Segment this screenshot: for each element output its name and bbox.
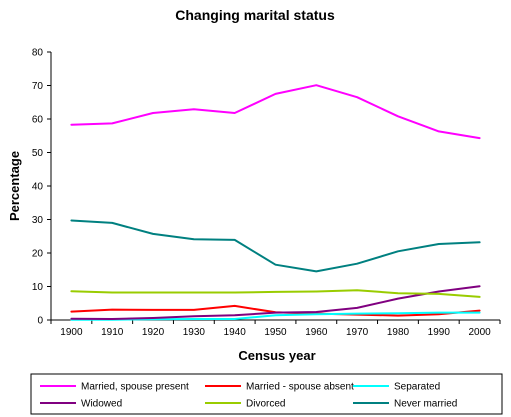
legend-label-never-married: Never married — [394, 399, 457, 410]
y-tick-label: 0 — [37, 316, 43, 327]
series-line-married-spouse-present — [70, 84, 481, 140]
series-layer — [70, 84, 481, 321]
series-line-widowed — [70, 285, 481, 320]
y-tick-label: 30 — [32, 215, 44, 226]
x-tick-label: 1920 — [142, 327, 165, 338]
y-tick-label: 70 — [32, 81, 44, 92]
series-line-never-married — [70, 219, 481, 273]
legend-label-separated: Separated — [394, 382, 440, 393]
legend-box — [30, 373, 503, 415]
legend-label-widowed: Widowed — [81, 399, 122, 410]
legend-label-divorced: Divorced — [246, 399, 285, 410]
y-tick-label: 80 — [32, 48, 44, 59]
series-line-married-spouse-absent — [70, 304, 481, 317]
axes: 0 10 20 30 40 50 60 70 80 1900 1910 1920 1930 1940 195… — [32, 48, 501, 338]
x-tick-label: 1910 — [101, 327, 124, 338]
x-tick-label: 1940 — [224, 327, 247, 338]
series-line-divorced — [70, 289, 481, 298]
legend-label-married-spouse-absent: Married - spouse absent — [246, 382, 354, 393]
y-axis-label: Percentage — [7, 151, 22, 221]
y-tick-label: 20 — [32, 249, 44, 260]
x-tick-label: 1930 — [183, 327, 206, 338]
x-tick-label: 1980 — [387, 327, 410, 338]
x-axis-label: Census year — [238, 348, 315, 363]
legend-label-married-spouse-present: Married, spouse present — [81, 382, 189, 393]
x-tick-label: 1900 — [60, 327, 83, 338]
x-tick-label: 1990 — [428, 327, 451, 338]
y-tick-label: 10 — [32, 282, 44, 293]
x-tick-label: 1960 — [305, 327, 328, 338]
y-tick-label: 50 — [32, 148, 44, 159]
y-tick-label: 60 — [32, 115, 44, 126]
x-tick-label: 1950 — [264, 327, 287, 338]
series-line-separated — [70, 311, 481, 321]
y-tick-label: 40 — [32, 182, 44, 193]
chart-title: Changing marital status — [175, 7, 335, 23]
legend: Married, spouse present Married - spouse … — [40, 382, 457, 410]
x-tick-label: 1970 — [346, 327, 369, 338]
x-tick-label: 2000 — [468, 327, 491, 338]
